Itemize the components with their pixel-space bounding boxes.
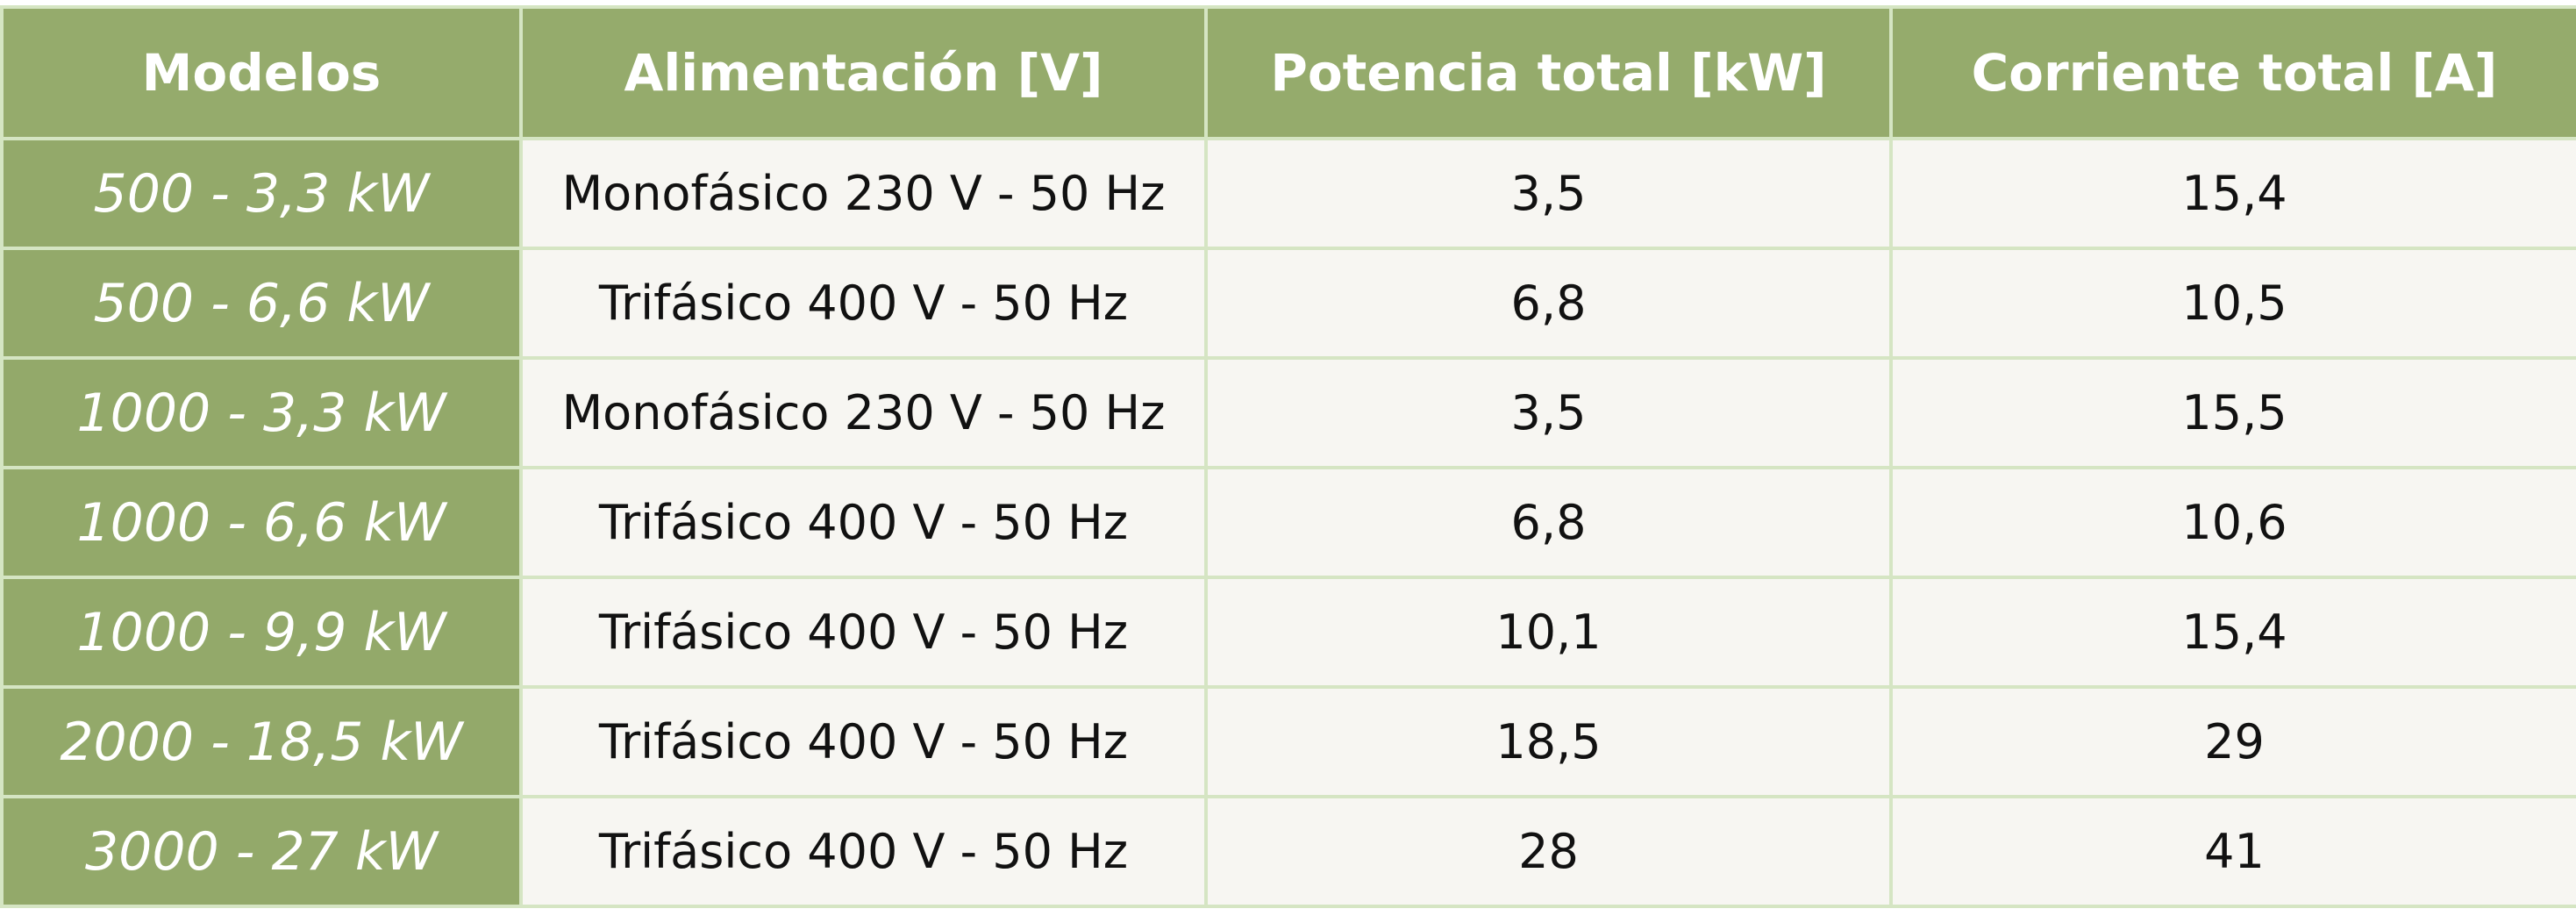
data-cell: 15,4 (1889, 137, 2576, 250)
data-cell: Monofásico 230 V - 50 Hz (519, 356, 1208, 469)
header-row: Modelos Alimentación [V] Potencia total [k… (0, 5, 2576, 140)
data-cell: Trifásico 400 V - 50 Hz (519, 466, 1208, 579)
spec-table: Modelos Alimentación [V] Potencia total [k… (0, 5, 2576, 908)
model-cell: 2000 - 18,5 kW (0, 685, 523, 798)
model-cell: 1000 - 3,3 kW (0, 356, 523, 469)
data-cell: 15,4 (1889, 576, 2576, 689)
table-row: 1000 - 3,3 kW Monofásico 230 V - 50 Hz 3,5… (0, 356, 2576, 469)
data-cell: 28 (1204, 795, 1893, 908)
table-row: 500 - 3,3 kW Monofásico 230 V - 50 Hz 3,5 1… (0, 137, 2576, 250)
table-header: Modelos Alimentación [V] Potencia total [k… (0, 5, 2576, 140)
model-cell: 500 - 3,3 kW (0, 137, 523, 250)
model-cell: 1000 - 6,6 kW (0, 466, 523, 579)
data-cell: Trifásico 400 V - 50 Hz (519, 247, 1208, 360)
table-row: 2000 - 18,5 kW Trifásico 400 V - 50 Hz 18,… (0, 685, 2576, 798)
data-cell: 6,8 (1204, 247, 1893, 360)
data-cell: 3,5 (1204, 356, 1893, 469)
data-cell: 15,5 (1889, 356, 2576, 469)
table-row: 1000 - 6,6 kW Trifásico 400 V - 50 Hz 6,8 1… (0, 466, 2576, 579)
data-cell: 18,5 (1204, 685, 1893, 798)
table-row: 1000 - 9,9 kW Trifásico 400 V - 50 Hz 10,1… (0, 576, 2576, 689)
data-cell: 10,1 (1204, 576, 1893, 689)
data-cell: 10,5 (1889, 247, 2576, 360)
header-cell: Corriente total [A] (1889, 5, 2576, 140)
table-body: 500 - 3,3 kW Monofásico 230 V - 50 Hz 3,5 1… (0, 137, 2576, 908)
model-cell: 1000 - 9,9 kW (0, 576, 523, 689)
header-cell: Potencia total [kW] (1204, 5, 1893, 140)
data-cell: Trifásico 400 V - 50 Hz (519, 795, 1208, 908)
data-cell: 6,8 (1204, 466, 1893, 579)
table-row: 500 - 6,6 kW Trifásico 400 V - 50 Hz 6,8 10… (0, 247, 2576, 360)
table-row: 3000 - 27 kW Trifásico 400 V - 50 Hz 28 41 (0, 795, 2576, 908)
data-cell: Trifásico 400 V - 50 Hz (519, 685, 1208, 798)
data-cell: 3,5 (1204, 137, 1893, 250)
header-cell: Alimentación [V] (519, 5, 1208, 140)
data-cell: Monofásico 230 V - 50 Hz (519, 137, 1208, 250)
data-cell: 10,6 (1889, 466, 2576, 579)
data-cell: 41 (1889, 795, 2576, 908)
header-cell: Modelos (0, 5, 523, 140)
data-cell: 29 (1889, 685, 2576, 798)
model-cell: 500 - 6,6 kW (0, 247, 523, 360)
model-cell: 3000 - 27 kW (0, 795, 523, 908)
data-cell: Trifásico 400 V - 50 Hz (519, 576, 1208, 689)
